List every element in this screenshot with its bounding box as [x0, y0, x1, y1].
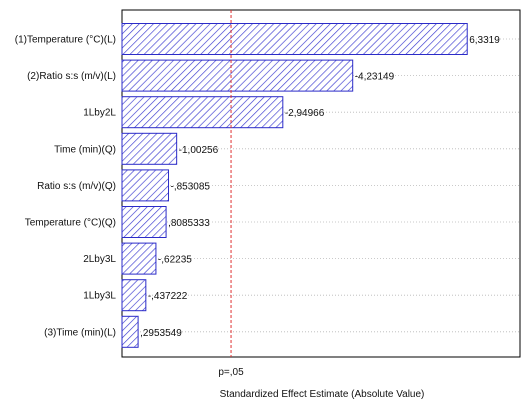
bar	[121, 132, 178, 165]
bar	[121, 315, 139, 348]
bar	[121, 206, 167, 238]
data-labels: 6,3319 -4,23149 -2,94966 -1,00256 -,853085 ,8…	[140, 35, 500, 339]
bar	[121, 169, 170, 202]
category-label: 1Lby2L	[83, 108, 116, 119]
data-label: -1,00256	[179, 145, 219, 156]
category-label: (1)Temperature (°C)(L)	[15, 35, 116, 46]
category-label: 2Lby3L	[83, 254, 116, 265]
data-label: 6,3319	[469, 35, 500, 46]
category-label: Time (min)(Q)	[54, 144, 116, 155]
data-label: -4,23149	[355, 72, 395, 83]
category-label: 1Lby3L	[83, 291, 116, 302]
data-label: ,2953549	[140, 328, 182, 339]
category-label: (3)Time (min)(L)	[44, 327, 116, 338]
data-label: -,62235	[158, 255, 192, 266]
data-label: -,437222	[148, 291, 188, 302]
bars	[121, 23, 468, 348]
data-label: -2,94966	[285, 108, 325, 119]
category-labels: (1)Temperature (°C)(L) (2)Ratio s:s (m/v)…	[15, 35, 117, 339]
x-axis-title: Standardized Effect Estimate (Absolute V…	[220, 389, 425, 400]
data-label: -,853085	[171, 181, 211, 192]
threshold-label: p=,05	[218, 367, 244, 378]
category-label: (2)Ratio s:s (m/v)(L)	[27, 71, 116, 82]
category-label: Temperature (°C)(Q)	[25, 218, 116, 229]
bar	[121, 279, 147, 312]
bar	[121, 59, 354, 92]
bar	[121, 242, 157, 275]
bar	[121, 23, 468, 55]
category-label: Ratio s:s (m/v)(Q)	[37, 181, 116, 192]
bar	[121, 96, 284, 129]
data-label: ,8085333	[168, 218, 210, 229]
